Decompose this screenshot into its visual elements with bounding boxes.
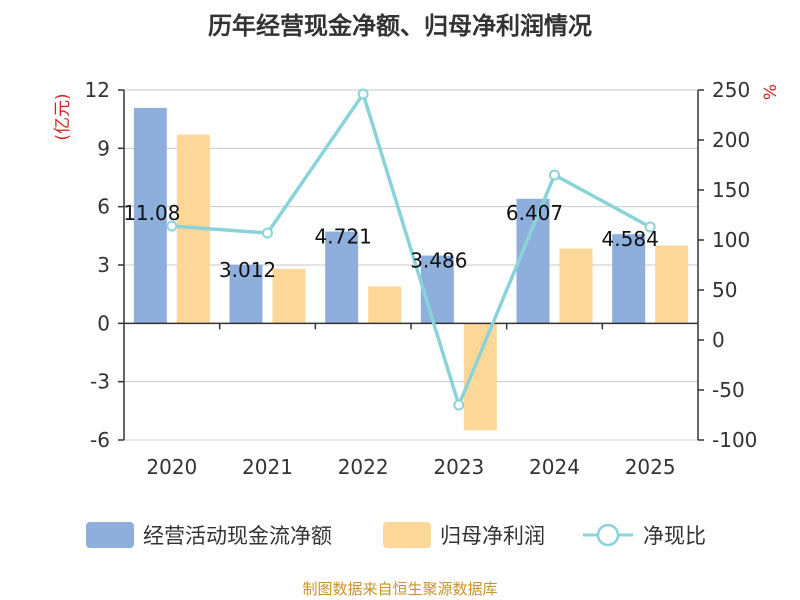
- right-axis-unit: %: [761, 84, 781, 100]
- ratio-point: [262, 227, 273, 239]
- ratio-line-group: [166, 88, 656, 411]
- legend-swatch-profit: [383, 522, 431, 548]
- legend-label-cash: 经营活动现金流净额: [143, 524, 332, 548]
- legend-label-ratio: 净现比: [643, 524, 706, 548]
- right-axis-tick-label: 150: [712, 178, 750, 202]
- bar-cash: [612, 234, 646, 324]
- bar-cash: [325, 231, 359, 324]
- bar-cash: [516, 198, 550, 324]
- right-axis-tick-label: 50: [712, 278, 737, 302]
- right-axis-tick-label: 200: [712, 128, 750, 152]
- ratio-point: [166, 220, 178, 232]
- chart-title: 历年经营现金净额、归母净利润情况: [208, 12, 592, 40]
- x-axis-tick-label: 2023: [433, 455, 484, 479]
- legend-label-profit: 归母净利润: [440, 524, 545, 548]
- data-label: 6.407: [506, 201, 563, 225]
- bar-profit: [559, 248, 593, 324]
- bar-profit: [368, 286, 402, 324]
- data-label: 4.721: [315, 225, 372, 249]
- data-label: 3.012: [219, 258, 276, 282]
- bar-cash: [133, 107, 167, 324]
- right-axis-tick-label: 250: [712, 78, 750, 102]
- left-axis-tick-label: -3: [90, 370, 110, 394]
- data-labels: 11.08 3.012 4.721 3.486 6.407 4.584: [123, 201, 659, 282]
- data-label: 4.584: [602, 227, 659, 251]
- right-axis-tick-label: -100: [712, 428, 757, 452]
- x-axis-tick-label: 2020: [146, 455, 197, 479]
- x-axis-tick-label: 2025: [625, 455, 676, 479]
- ratio-point: [357, 88, 369, 100]
- left-axis-tick-label: -6: [90, 428, 110, 452]
- ratio-point: [549, 169, 560, 181]
- x-axis-tick-label: 2024: [529, 455, 580, 479]
- bar-cash: [420, 255, 454, 324]
- ratio-point: [644, 221, 656, 233]
- left-axis-tick-label: 3: [97, 253, 110, 277]
- left-axis-unit: (亿元): [53, 93, 73, 140]
- right-axis-tick-label: 0: [712, 328, 725, 352]
- data-label: 3.486: [410, 249, 467, 273]
- legend: 经营活动现金流净额 归母净利润 净现比: [86, 522, 706, 548]
- legend-marker-ratio: [596, 523, 620, 547]
- left-axis-tick-label: 12: [85, 78, 110, 102]
- source-note: 制图数据来自恒生聚源数据库: [302, 580, 497, 598]
- ratio-point: [453, 399, 465, 411]
- right-axis-tick-label: -50: [712, 378, 745, 402]
- grid-lines: [124, 89, 698, 441]
- x-axis-tick-label: 2021: [242, 455, 293, 479]
- axes: 12 9 6 3 0 -3 -6 250 200 150 100 50 0 -50 -100 2020 2021…: [85, 78, 758, 479]
- bar-group: [133, 107, 689, 431]
- bar-profit: [272, 268, 306, 324]
- x-axis-tick-label: 2022: [338, 455, 389, 479]
- left-axis-tick-label: 6: [97, 195, 110, 219]
- left-axis-tick-label: 9: [97, 136, 110, 160]
- data-label: 11.08: [123, 201, 180, 225]
- bar-cash: [229, 264, 263, 324]
- legend-swatch-cash: [86, 522, 134, 548]
- right-axis-tick-label: 100: [712, 228, 750, 252]
- bar-profit: [655, 245, 689, 324]
- ratio-line: [171, 90, 652, 411]
- left-axis-tick-label: 0: [97, 311, 110, 335]
